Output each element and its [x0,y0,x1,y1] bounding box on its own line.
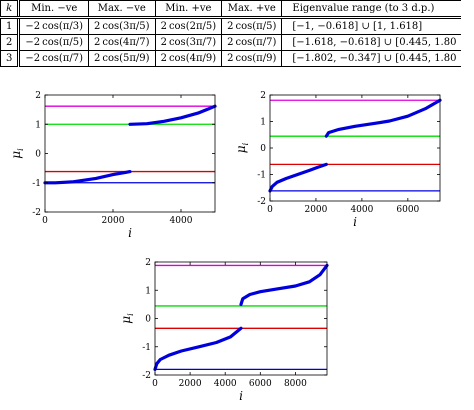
y-tick-label: -2 [142,371,151,381]
x-tick-label: 2000 [179,379,202,389]
eigenvalue-series [268,162,328,193]
y-tick-label: 0 [260,144,266,154]
x-tick-label: 8000 [284,379,307,389]
cell-range: [−1.802, −0.347] ∪ [0.445, 1.80 [281,50,462,67]
x-tick-label: 4000 [214,379,237,389]
y-axis-label: μi [234,142,250,153]
y-tick-label: -2 [32,208,41,218]
x-tick-label: 0 [42,216,48,226]
y-tick-label: 1 [145,286,151,296]
y-tick-label: 2 [35,91,41,101]
x-tick-label: 6000 [396,205,419,215]
cell-min-neg: −2 cos(π/7) [17,50,89,67]
x-tick-label: 2000 [102,216,125,226]
axes-frame [154,261,328,376]
y-tick-label: 0 [145,315,151,325]
eigenvalue-plot: -2 -1 0 1 2 0 2000 4000 i μi [9,91,217,240]
eigenvalue-plot: -2 -1 0 1 2 0 2000 4000 6000 8000 i μi [119,258,329,403]
y-tick-label: 1 [260,118,266,128]
x-tick-label: 6000 [249,379,272,389]
axes-frame [44,94,216,213]
y-axis-label: μi [9,148,25,159]
axes-frame [269,94,441,202]
x-tick-label: 0 [152,379,158,389]
header-min-neg: Min. −ve [17,0,89,19]
cell-max-pos: 2 cos(π/9) [221,50,283,67]
y-axis-label: μi [119,313,135,324]
x-axis-label: i [239,389,243,403]
x-tick-label: 4000 [170,216,193,226]
x-axis-label: i [128,226,132,240]
y-tick-label: 1 [35,120,41,130]
table-row: 3 −2 cos(π/7) 2 cos(5π/9) 2 cos(4π/9) 2 … [0,50,462,67]
eigenvalue-series [153,326,243,371]
header-min-pos: Min. +ve [154,0,223,19]
header-max-pos: Max. +ve [221,0,283,19]
header-range: Eigenvalue range (to 3 d.p.) [281,0,462,19]
header-max-neg: Max. −ve [87,0,156,19]
x-tick-label: 4000 [350,205,373,215]
eigenvalue-series [128,104,217,126]
eigenvalue-plot: -2 -1 0 1 2 0 2000 4000 6000 i μi [234,91,442,229]
y-tick-label: -1 [32,179,41,189]
y-tick-label: 2 [145,258,151,268]
y-tick-label: 0 [35,150,41,160]
x-axis-label: i [353,215,357,229]
y-tick-label: -2 [257,197,266,207]
y-tick-label: 2 [260,91,266,101]
y-tick-label: -1 [257,171,266,181]
table-row: 1 −2 cos(π/3) 2 cos(3π/5) 2 cos(2π/5) 2 … [0,17,462,35]
x-tick-label: 0 [267,205,273,215]
y-tick-label: -1 [142,343,151,353]
x-tick-label: 2000 [304,205,327,215]
eigenvalue-series [324,98,442,138]
table-header-row: k Min. −ve Max. −ve Min. +ve Max. +ve Ei… [0,0,462,19]
cell-min-pos: 2 cos(4π/9) [154,50,223,67]
eigenvalue-series [239,263,329,306]
eigenvalue-table: k Min. −ve Max. −ve Min. +ve Max. +ve Ei… [0,0,462,67]
eigenvalue-series [43,170,132,185]
